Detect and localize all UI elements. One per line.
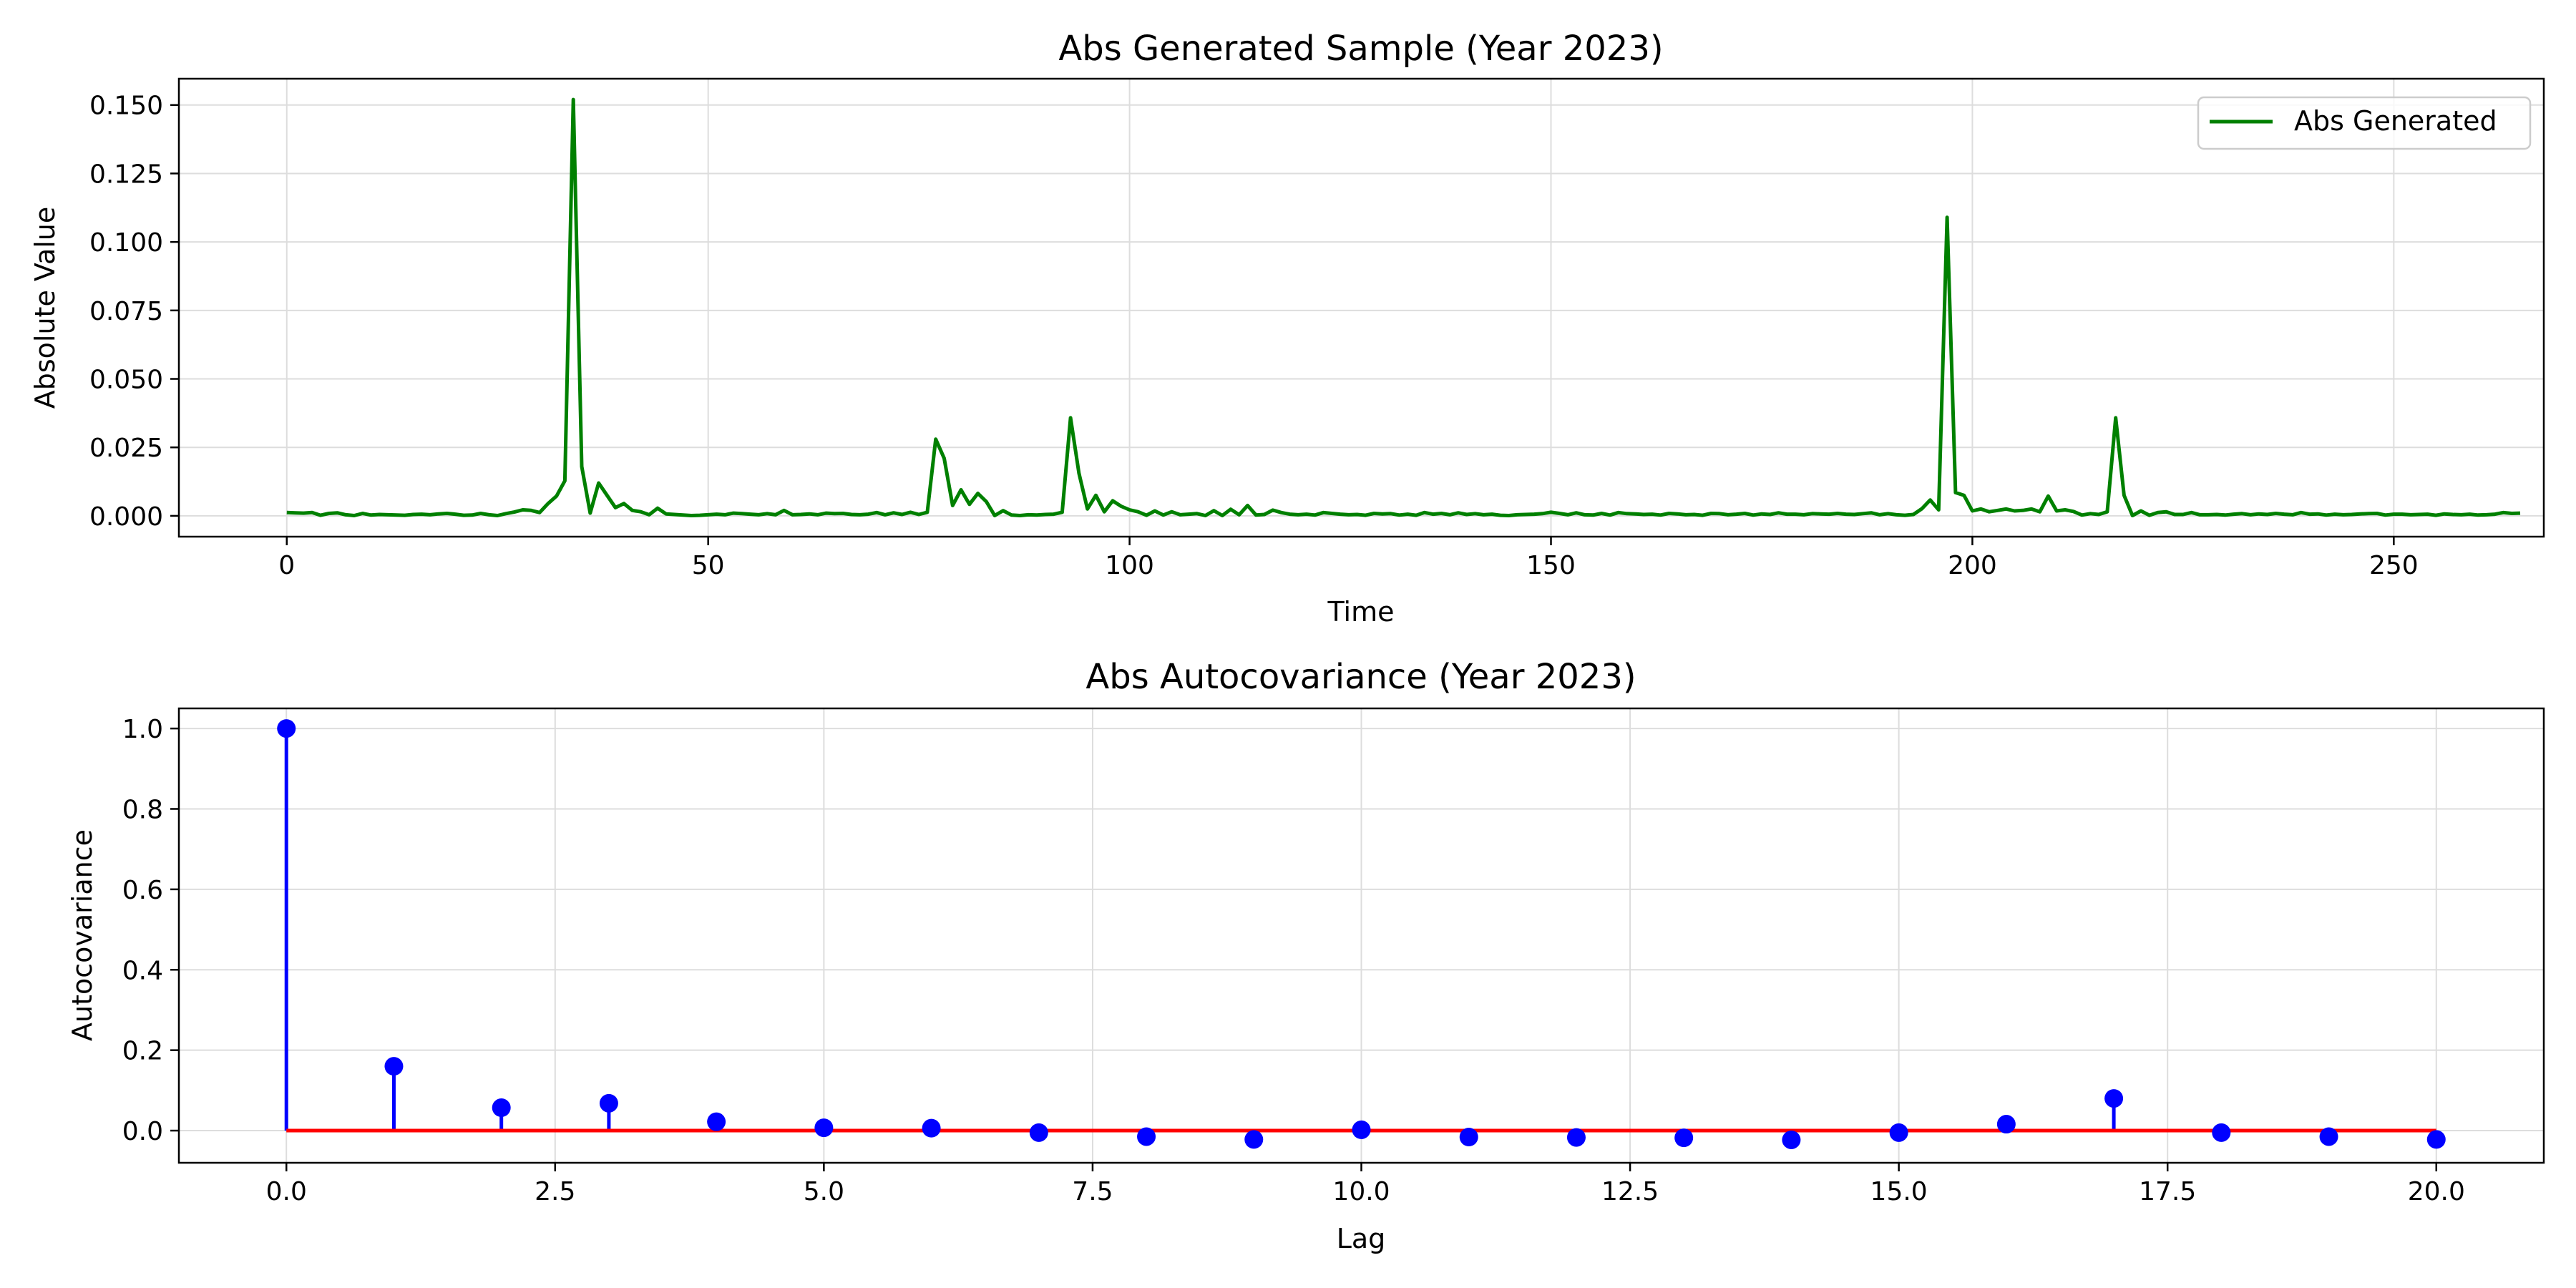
autocovariance-y-tick-label: 0.2 xyxy=(122,1037,163,1066)
autocovariance-x-tick-label: 10.0 xyxy=(1332,1177,1390,1206)
stem-marker-lag-16 xyxy=(1996,1115,2016,1134)
stem-marker-lag-5 xyxy=(814,1118,834,1138)
generated-sample-x-tick-label: 0 xyxy=(278,551,295,580)
autocovariance-chart: 0.0 2.5 5.0 7.5 10.0 12.5 15.0 17.5 20.0 0.0 0.2 0.… xyxy=(67,657,2545,1254)
autocovariance-y-tick-label: 0.8 xyxy=(122,795,163,824)
autocovariance-y-tick-label: 0.6 xyxy=(122,876,163,905)
generated-sample-xlabel: Time xyxy=(1327,596,1395,628)
stem-marker-lag-14 xyxy=(1782,1130,1801,1149)
stem-marker-lag-8 xyxy=(1137,1127,1156,1146)
stem-marker-lag-19 xyxy=(2319,1127,2338,1146)
autocovariance-title: Abs Autocovariance (Year 2023) xyxy=(1085,657,1636,697)
autocovariance-xlabel: Lag xyxy=(1337,1223,1386,1254)
generated-sample-x-tick-label: 100 xyxy=(1105,551,1154,580)
autocovariance-x-tick-label: 12.5 xyxy=(1601,1177,1659,1206)
autocovariance-x-tick-label: 2.5 xyxy=(535,1177,575,1206)
stem-marker-lag-18 xyxy=(2212,1123,2231,1142)
generated-sample-y-tick-label: 0.000 xyxy=(89,502,163,532)
stem-marker-lag-0 xyxy=(277,719,296,738)
autocovariance-x-tick-label: 7.5 xyxy=(1072,1177,1113,1206)
generated-sample-ylabel: Absolute Value xyxy=(29,207,61,409)
generated-sample-y-tick-label: 0.025 xyxy=(89,434,163,463)
autocovariance-axes-frame xyxy=(177,707,2545,1164)
legend-entry-abs-generated: Abs Generated xyxy=(2294,105,2497,137)
autocovariance-x-tick-label: 0.0 xyxy=(266,1177,307,1206)
generated-sample-series xyxy=(286,97,2521,517)
generated-sample-x-tick-label: 250 xyxy=(2369,551,2419,580)
autocovariance-y-tick-label: 0.4 xyxy=(122,956,163,985)
generated-sample-y-tick-label: 0.150 xyxy=(89,92,163,121)
autocovariance-x-tick-label: 5.0 xyxy=(804,1177,844,1206)
generated-sample-x-tick-label: 200 xyxy=(1948,551,1997,580)
generated-sample-ticks: 0 50 100 150 200 250 0.000 0.025 0.050 0.075 0.100… xyxy=(89,92,2419,580)
stem-marker-lag-12 xyxy=(1566,1128,1586,1147)
generated-sample-y-tick-label: 0.075 xyxy=(89,297,163,326)
stem-marker-lag-1 xyxy=(384,1057,404,1076)
generated-sample-y-tick-label: 0.050 xyxy=(89,366,163,395)
stem-marker-lag-7 xyxy=(1029,1123,1048,1142)
generated-sample-legend: Abs Generated xyxy=(2197,96,2532,150)
stem-marker-lag-20 xyxy=(2426,1130,2446,1149)
autocovariance-ylabel: Autocovariance xyxy=(67,829,98,1041)
series-line-abs-generated xyxy=(286,97,2521,517)
stem-marker-lag-13 xyxy=(1674,1128,1694,1148)
stem-marker-lag-9 xyxy=(1244,1130,1264,1149)
stem-marker-lag-11 xyxy=(1459,1128,1478,1147)
generated-sample-x-tick-label: 150 xyxy=(1526,551,1576,580)
stem-marker-lag-3 xyxy=(599,1093,618,1113)
stem-marker-lag-17 xyxy=(2104,1089,2124,1108)
autocovariance-x-tick-label: 17.5 xyxy=(2139,1177,2196,1206)
autocovariance-ticks: 0.0 2.5 5.0 7.5 10.0 12.5 15.0 17.5 20.0 0.0 0.2 0.… xyxy=(122,715,2465,1206)
generated-sample-y-tick-label: 0.100 xyxy=(89,228,163,258)
autocovariance-y-tick-label: 1.0 xyxy=(122,715,163,744)
legend-box xyxy=(2197,96,2532,150)
generated-sample-x-tick-label: 50 xyxy=(692,551,725,580)
autocovariance-x-tick-label: 15.0 xyxy=(1870,1177,1928,1206)
generated-sample-chart: 0 50 100 150 200 250 0.000 0.025 0.050 0.075 0.100… xyxy=(29,29,2545,628)
stem-marker-lag-6 xyxy=(922,1118,941,1138)
stem-marker-lag-2 xyxy=(492,1098,511,1118)
generated-sample-axes-frame xyxy=(177,77,2545,538)
stem-marker-lag-15 xyxy=(1889,1123,1908,1142)
autocovariance-x-tick-label: 20.0 xyxy=(2408,1177,2465,1206)
stem-marker-lag-10 xyxy=(1352,1120,1371,1139)
autocovariance-series xyxy=(277,719,2446,1149)
generated-sample-title: Abs Generated Sample (Year 2023) xyxy=(1058,29,1663,69)
autocovariance-y-tick-label: 0.0 xyxy=(122,1117,163,1146)
generated-sample-y-tick-label: 0.125 xyxy=(89,160,163,189)
stem-marker-lag-4 xyxy=(707,1112,726,1131)
